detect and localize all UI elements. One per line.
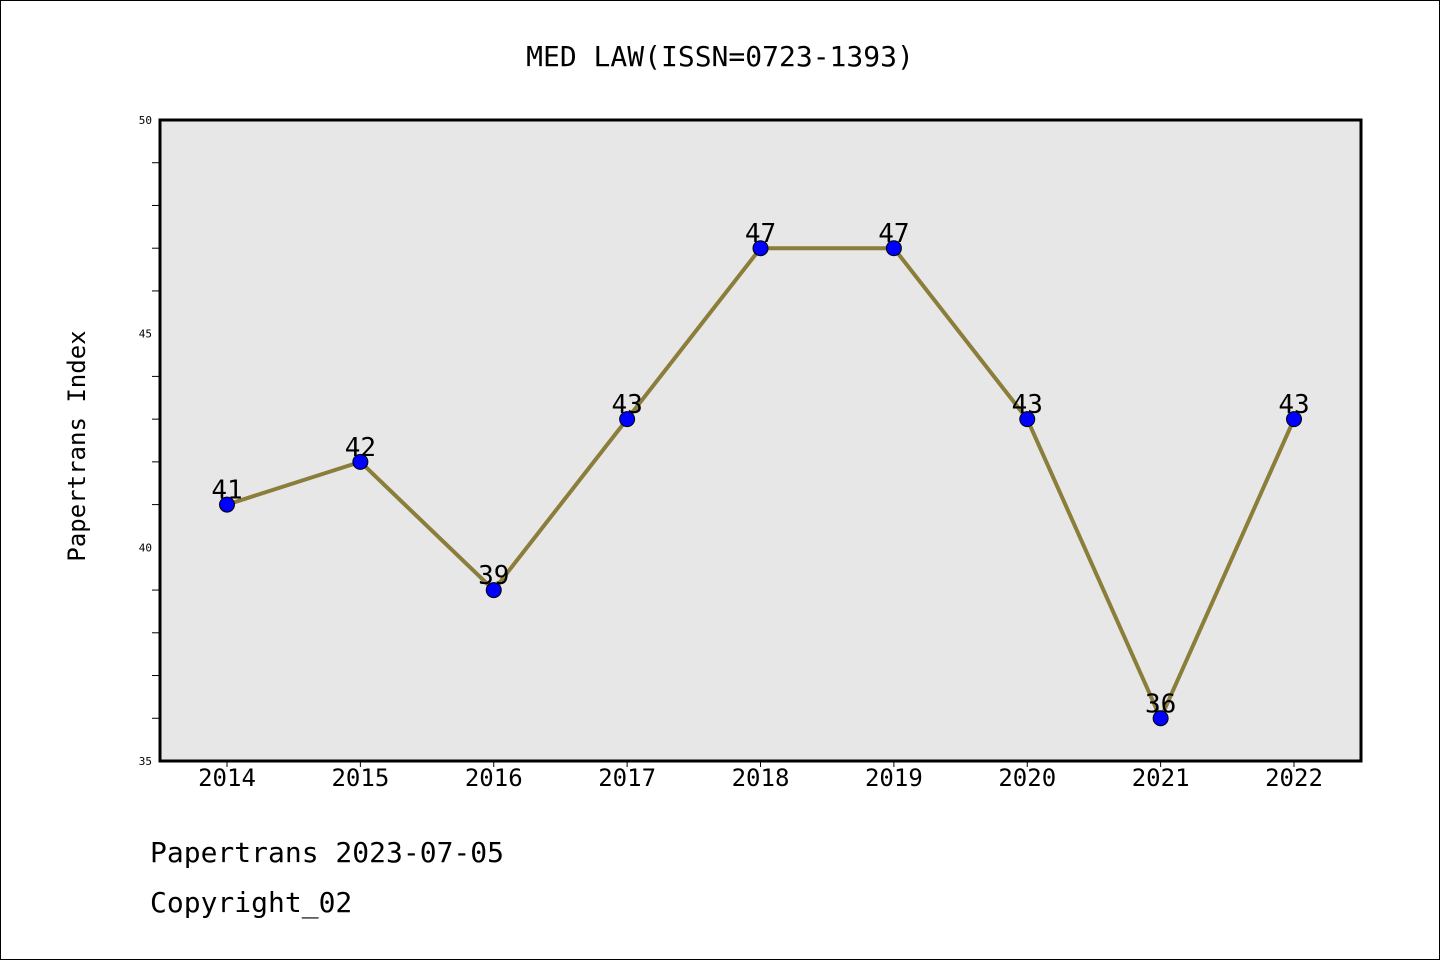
data-point xyxy=(1286,411,1302,428)
data-label: 36 xyxy=(1145,689,1176,719)
x-tick-label: 2020 xyxy=(998,764,1056,792)
x-tick-label: 2015 xyxy=(331,764,389,792)
data-point xyxy=(1152,710,1169,727)
y-axis-label: Papertrans Index xyxy=(63,330,91,561)
data-label: 47 xyxy=(745,219,776,249)
data-label: 47 xyxy=(878,219,909,249)
footer-date: Papertrans 2023-07-05 xyxy=(150,836,505,869)
x-axis: 2014 2015 2016 2017 2018 2019 2020 2021 2022 xyxy=(198,761,1323,792)
x-tick-label: 2014 xyxy=(198,764,256,792)
footer-copyright: Copyright_02 xyxy=(150,886,353,919)
chart-title: MED LAW(ISSN=0723-1393) xyxy=(526,40,914,73)
series-layer: 41 42 39 43 47 47 43 36 43 xyxy=(211,219,1310,727)
x-tick-label: 2019 xyxy=(865,764,923,792)
data-point xyxy=(619,411,636,428)
data-point xyxy=(752,240,769,257)
x-tick-label: 2016 xyxy=(465,764,523,792)
y-axis: 35 40 45 50 xyxy=(139,114,160,768)
x-tick-label: 2021 xyxy=(1132,764,1190,792)
data-label: 43 xyxy=(1012,390,1043,420)
x-tick-label: 2022 xyxy=(1265,764,1323,792)
plot-area xyxy=(158,118,1363,763)
data-label: 39 xyxy=(478,561,509,591)
data-point xyxy=(485,582,502,599)
data-label: 43 xyxy=(611,390,642,420)
data-label: 43 xyxy=(1278,390,1309,420)
data-point xyxy=(219,496,235,513)
x-tick-label: 2017 xyxy=(598,764,656,792)
data-point xyxy=(885,240,902,257)
y-tick-label: 45 xyxy=(139,328,152,341)
y-tick-label: 35 xyxy=(139,755,152,768)
data-label: 41 xyxy=(211,476,242,506)
data-point xyxy=(1019,411,1036,428)
data-label: 42 xyxy=(345,433,376,463)
data-point xyxy=(352,453,369,470)
y-tick-label: 50 xyxy=(139,114,152,127)
y-tick-label: 40 xyxy=(139,541,152,554)
x-tick-label: 2018 xyxy=(732,764,790,792)
